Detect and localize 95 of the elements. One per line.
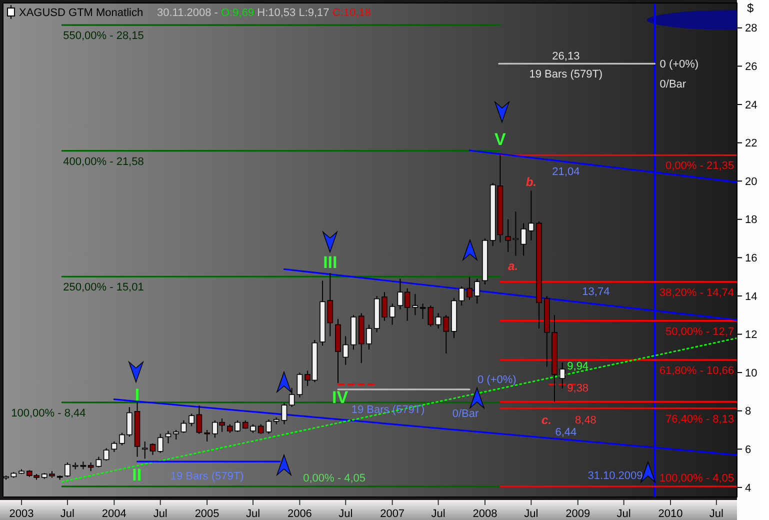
x-tick-label: 2009: [566, 508, 590, 520]
series-label: 50,00% - 12,7: [666, 326, 734, 338]
annotation: 6,44: [555, 426, 577, 439]
x-tick-label: 2006: [287, 508, 312, 520]
candlestick: [173, 429, 179, 440]
candlestick: [512, 211, 519, 256]
annotation: 0/Bar: [660, 78, 686, 91]
series-label: 0,00% - 4,05: [303, 472, 366, 484]
candlestick: [296, 372, 303, 398]
annotation: 9,94: [567, 360, 589, 373]
candlestick: [420, 303, 426, 320]
annotation: 26,13: [552, 50, 580, 63]
x-tick-label: 2005: [194, 508, 220, 520]
y-tick-label: 14: [745, 290, 758, 303]
annotation: 0/Bar: [452, 408, 479, 420]
candlestick: [389, 303, 396, 326]
y-tick-label: 6: [745, 444, 752, 456]
candlestick: [412, 294, 418, 316]
candlestick: [150, 442, 156, 456]
candlestick: [111, 440, 118, 453]
candlestick: [157, 433, 164, 454]
annotation: IV: [332, 388, 349, 408]
x-tick-label: 2008: [472, 508, 498, 520]
y-tick-label: 18: [745, 214, 758, 226]
x-tick-label: 2007: [380, 508, 405, 520]
candlestick: [165, 430, 172, 444]
candlestick: [258, 424, 264, 434]
series-label: 0,00% - 21,35: [666, 160, 734, 172]
x-tick-label: Jul: [524, 508, 538, 520]
annotation: I: [134, 385, 140, 404]
y-tick-label: 22: [745, 138, 758, 150]
annotation: 19 Bars (579T): [351, 404, 425, 416]
annotation: a.: [508, 259, 518, 274]
candlestick: [327, 272, 334, 337]
series-label: 550,00% - 28,15: [63, 30, 144, 42]
x-tick-label: Jul: [338, 508, 353, 520]
annotation: 19 Bars (579T): [170, 470, 244, 482]
series-label: 61,80% - 10,66: [659, 364, 734, 377]
ref-line-label: 31.10.2009: [588, 470, 643, 482]
annotation: 0 (+0%): [660, 58, 699, 71]
series-label: 250,00% - 15,01: [63, 282, 144, 294]
candlestick: [103, 448, 110, 462]
y-tick-label: 28: [745, 22, 758, 35]
x-tick-label: Jul: [246, 508, 260, 520]
chart-title: XAGUSD GTM Monatlich: [19, 6, 144, 19]
series-label: 400,00% - 21,58: [63, 156, 144, 168]
candlestick: [281, 402, 288, 425]
candlestick: [96, 456, 102, 468]
annotation: 9,38: [567, 382, 589, 394]
series-label: 38,20% - 14,74: [659, 286, 734, 299]
series-label: 100,00% - 4,05: [659, 472, 734, 484]
candlestick: [559, 362, 566, 389]
y-tick-label: 20: [745, 176, 758, 188]
y-tick-label: 24: [745, 99, 758, 112]
annotation: III: [323, 252, 338, 272]
x-tick-label: Jul: [431, 508, 446, 520]
candlestick: [142, 440, 148, 460]
candlestick: [428, 305, 434, 328]
candlestick: [204, 429, 210, 442]
y-tick-label: 8: [745, 406, 752, 418]
y-tick-label: 4: [745, 482, 752, 494]
annotation: 0 (+0%): [477, 374, 516, 386]
candlestick: [505, 218, 511, 252]
candlestick: [435, 312, 442, 330]
candlestick: [266, 418, 272, 434]
y-axis-title: $: [747, 1, 754, 15]
y-tick-label: 10: [745, 367, 758, 380]
series-label: 100,00% - 8,44: [11, 407, 86, 420]
candlestick: [188, 413, 194, 427]
annotation: c.: [542, 412, 552, 427]
chart-subtitle: 30.11.2008 - O:9,69 H:10,53 L:9,17 C:10,18: [157, 6, 371, 19]
annotation: 13,74: [582, 286, 610, 298]
y-tick-label: 16: [745, 252, 758, 265]
annotation: 21,04: [552, 166, 580, 178]
x-tick-label: 2004: [102, 508, 126, 520]
candlestick: [288, 387, 295, 408]
y-tick-label: 26: [745, 61, 758, 74]
candlestick: [196, 404, 202, 434]
candlestick: [520, 222, 526, 256]
candlestick: [443, 314, 450, 354]
x-tick-label: 2003: [9, 508, 34, 520]
x-tick-label: Jul: [616, 508, 631, 520]
annotation: II: [132, 466, 142, 485]
series-label: 76,40% - 8,13: [666, 413, 734, 426]
x-tick-label: Jul: [60, 508, 74, 520]
annotation: V: [494, 130, 507, 150]
x-tick-label: Jul: [709, 508, 724, 520]
candlestick: [528, 190, 534, 241]
x-tick-label: Jul: [153, 508, 168, 520]
annotation: 8,48: [575, 414, 596, 426]
y-tick-label: 12: [745, 329, 758, 342]
annotation: b.: [526, 174, 536, 189]
annotation: 19 Bars (579T): [529, 68, 603, 81]
candlestick: [180, 420, 187, 434]
x-tick-label: 2010: [658, 508, 683, 520]
